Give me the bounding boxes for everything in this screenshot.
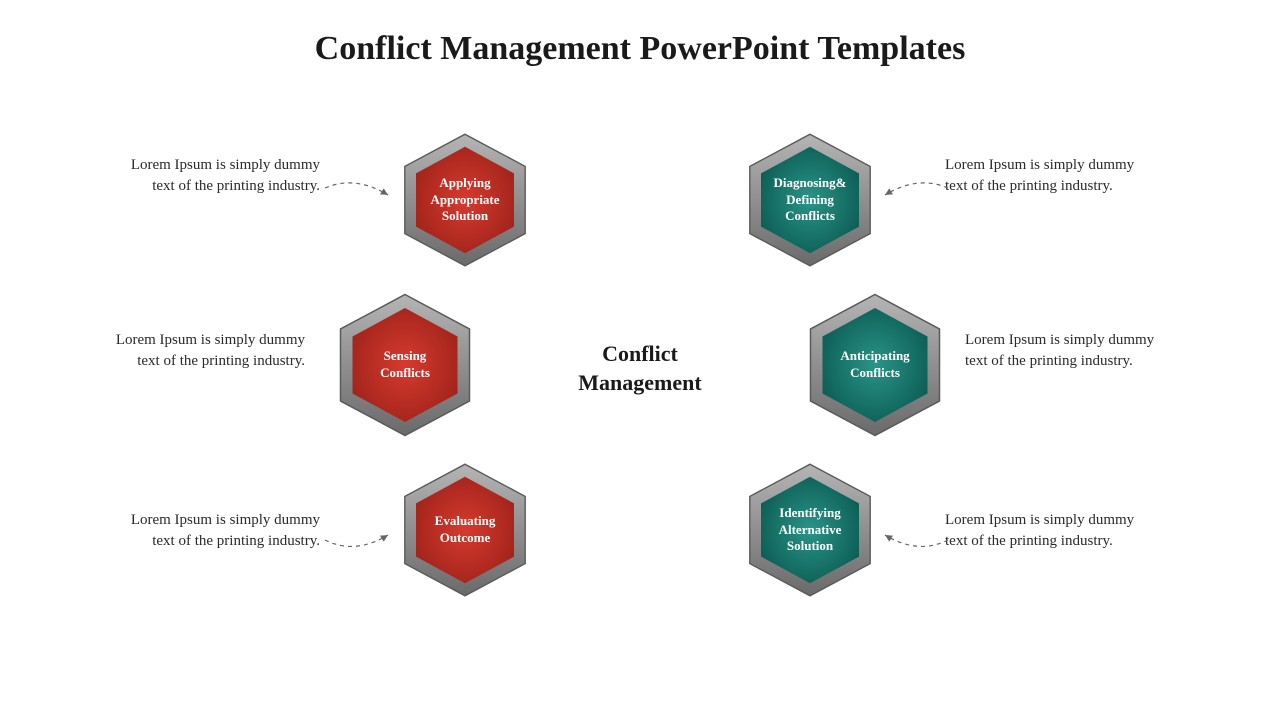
hex-label-identifying: IdentifyingAlternativeSolution: [740, 460, 880, 600]
hex-applying: ApplyingAppropriateSolution: [395, 130, 535, 270]
hex-identifying: IdentifyingAlternativeSolution: [740, 460, 880, 600]
desc-sensing: Lorem Ipsum is simply dummy text of the …: [105, 330, 305, 372]
desc-evaluating: Lorem Ipsum is simply dummy text of the …: [120, 510, 320, 552]
hex-label-sensing: SensingConflicts: [330, 290, 480, 440]
hex-label-applying: ApplyingAppropriateSolution: [395, 130, 535, 270]
hex-anticipating: AnticipatingConflicts: [800, 290, 950, 440]
desc-diagnosing: Lorem Ipsum is simply dummy text of the …: [945, 155, 1145, 197]
hex-sensing: SensingConflicts: [330, 290, 480, 440]
hex-evaluating: EvaluatingOutcome: [395, 460, 535, 600]
hex-label-evaluating: EvaluatingOutcome: [395, 460, 535, 600]
hex-diagnosing: Diagnosing&DefiningConflicts: [740, 130, 880, 270]
desc-anticipating: Lorem Ipsum is simply dummy text of the …: [965, 330, 1165, 372]
page-title: Conflict Management PowerPoint Templates: [0, 30, 1280, 68]
desc-identifying: Lorem Ipsum is simply dummy text of the …: [945, 510, 1145, 552]
desc-applying: Lorem Ipsum is simply dummy text of the …: [120, 155, 320, 197]
hex-label-anticipating: AnticipatingConflicts: [800, 290, 950, 440]
hex-label-diagnosing: Diagnosing&DefiningConflicts: [740, 130, 880, 270]
center-label: ConflictManagement: [540, 340, 740, 397]
